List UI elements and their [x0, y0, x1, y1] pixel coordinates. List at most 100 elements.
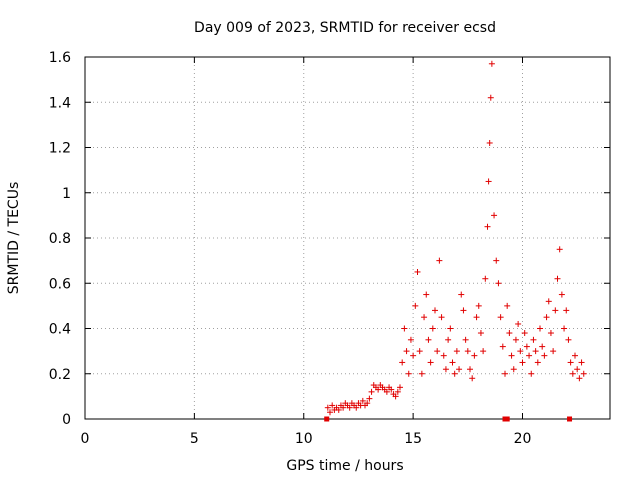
data-point — [541, 352, 548, 359]
data-point — [442, 366, 449, 373]
x-tick-label: 0 — [81, 431, 90, 447]
x-tick-label: 15 — [404, 431, 422, 447]
data-point — [405, 370, 412, 377]
data-point — [574, 366, 581, 373]
data-point — [467, 366, 473, 373]
data-point — [335, 406, 342, 413]
data-point — [477, 330, 484, 337]
data-point — [449, 359, 456, 366]
data-point — [523, 343, 530, 350]
data-point — [504, 302, 511, 309]
y-tick-label: 1.4 — [49, 95, 71, 111]
data-point — [480, 348, 487, 355]
data-point — [558, 291, 565, 298]
data-point — [502, 370, 508, 377]
data-point — [547, 330, 554, 337]
data-point — [534, 359, 541, 366]
data-point — [561, 325, 568, 332]
data-point — [485, 178, 492, 185]
data-point — [473, 314, 480, 321]
data-point — [487, 94, 494, 101]
data-point — [425, 336, 432, 343]
data-point — [469, 375, 476, 382]
data-point — [519, 359, 526, 366]
y-axis-label: SRMTID / TECUs — [6, 182, 22, 295]
data-point — [532, 348, 539, 355]
data-point — [458, 291, 465, 298]
data-point — [397, 384, 403, 391]
data-point — [451, 370, 458, 377]
data-point — [569, 370, 576, 377]
data-point — [383, 388, 390, 395]
data-point — [353, 404, 360, 411]
data-point — [427, 359, 434, 366]
data-point — [453, 348, 460, 355]
zero-marker — [567, 416, 573, 422]
data-point — [550, 348, 557, 355]
data-point — [530, 336, 537, 343]
data-point — [578, 359, 585, 366]
data-point — [403, 348, 410, 355]
plot-frame — [84, 56, 611, 420]
data-point — [484, 223, 491, 230]
data-point — [499, 343, 506, 350]
data-point — [392, 393, 399, 400]
data-point — [512, 336, 519, 343]
data-point — [423, 291, 430, 298]
data-point — [364, 400, 371, 407]
zero-marker — [504, 416, 510, 422]
data-point — [508, 352, 515, 359]
data-point — [368, 388, 375, 395]
data-point — [359, 397, 366, 404]
data-point — [565, 336, 572, 343]
data-point — [460, 307, 467, 314]
data-point — [482, 275, 489, 282]
data-point — [515, 320, 522, 327]
data-point — [517, 348, 524, 355]
data-point — [497, 314, 504, 321]
data-point — [556, 246, 563, 253]
data-point — [580, 370, 587, 377]
data-point — [414, 268, 421, 275]
data-point — [394, 388, 401, 395]
data-point — [445, 336, 452, 343]
axis-ticks: 0 0.2 0.4 0.6 0.8 1 1.2 1.4 1.6 0 5 10 15 20 — [49, 50, 610, 447]
data-point — [545, 298, 552, 305]
data-point — [462, 336, 469, 343]
data-point — [327, 409, 333, 416]
data-point — [329, 402, 336, 409]
data-point — [537, 325, 543, 332]
data-point — [567, 359, 574, 366]
data-point — [471, 352, 478, 359]
data-point — [464, 348, 471, 355]
data-point — [410, 352, 417, 359]
data-point — [526, 352, 533, 359]
x-tick-label: 10 — [295, 431, 313, 447]
data-point — [539, 343, 546, 350]
data-point — [399, 359, 406, 366]
data-point — [416, 348, 423, 355]
data-point — [521, 330, 528, 337]
grid — [85, 57, 610, 419]
chart-title: Day 009 of 2023, SRMTID for receiver ecs… — [194, 20, 496, 36]
data-point — [491, 212, 498, 219]
data-point — [552, 307, 559, 314]
data-point — [493, 257, 500, 264]
y-tick-label: 1.2 — [49, 141, 71, 157]
data-point — [346, 404, 353, 411]
data-point — [436, 257, 443, 264]
data-point — [388, 386, 395, 393]
data-point — [412, 302, 419, 309]
data-point — [440, 352, 447, 359]
data-point — [324, 404, 331, 411]
data-point — [429, 325, 436, 332]
data-point — [421, 314, 428, 321]
data-points — [324, 60, 587, 422]
y-tick-label: 0.6 — [49, 276, 71, 292]
data-point — [488, 60, 495, 67]
y-tick-label: 1 — [62, 186, 71, 202]
data-point — [418, 370, 425, 377]
data-point — [432, 307, 438, 314]
data-point — [434, 348, 441, 355]
